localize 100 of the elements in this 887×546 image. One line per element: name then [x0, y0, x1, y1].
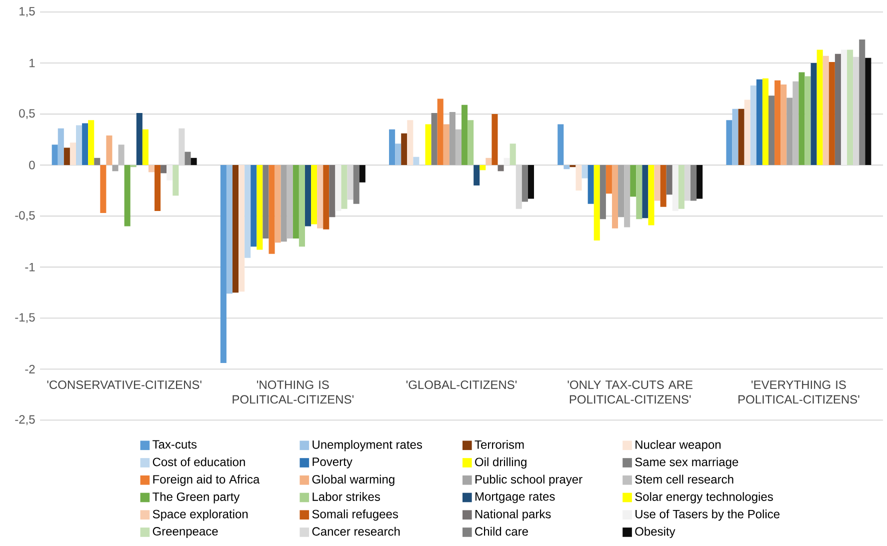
- bar: [395, 144, 402, 165]
- bar: [859, 39, 866, 165]
- bar: [292, 164, 299, 238]
- bar: [178, 128, 185, 165]
- y-tick-label: -0,5: [15, 211, 35, 221]
- bar: [756, 79, 762, 165]
- bar: [834, 54, 841, 165]
- y-tick-label: 0,5: [19, 108, 35, 119]
- bar: [576, 164, 582, 190]
- bar: [510, 144, 516, 165]
- bar: [136, 112, 142, 165]
- bar: [298, 164, 305, 247]
- bar: [148, 164, 155, 172]
- legend-label: Public school prayer: [475, 474, 582, 486]
- bar: [58, 128, 64, 165]
- bar: [76, 125, 82, 165]
- y-tick-label: -1: [25, 262, 35, 272]
- legend-label: Greenpeace: [152, 526, 218, 538]
- bar: [744, 100, 750, 165]
- bar: [468, 120, 474, 165]
- bar: [52, 144, 58, 165]
- bar: [774, 80, 781, 165]
- bar: [311, 164, 318, 224]
- bar: [630, 164, 636, 197]
- bar: [335, 164, 342, 211]
- bar: [666, 164, 672, 195]
- legend-label: Child care: [475, 526, 528, 536]
- bar: [660, 164, 666, 207]
- legend-label: Obesity: [635, 526, 676, 538]
- legend-label: Poverty: [312, 458, 352, 468]
- bar: [455, 129, 462, 165]
- bar: [786, 98, 793, 165]
- bar: [220, 164, 226, 363]
- bar: [437, 98, 444, 165]
- legend-label: National parks: [475, 509, 551, 521]
- legend-label: Space exploration: [152, 509, 248, 521]
- y-tick-label: 1,5: [20, 7, 35, 17]
- bar: [522, 164, 528, 202]
- legend-label: Labor strikes: [312, 492, 380, 501]
- bar: [142, 129, 148, 165]
- y-tick-label: -2,5: [15, 415, 35, 425]
- legend-label: Terrorism: [474, 440, 524, 449]
- bar: [112, 164, 118, 172]
- bar: [804, 76, 811, 165]
- legend-label: Cancer research: [312, 526, 400, 536]
- bar: [840, 50, 848, 165]
- bar: [106, 135, 112, 165]
- legend-label: Mortgage rates: [475, 492, 555, 504]
- bar: [256, 164, 263, 250]
- bar: [828, 62, 835, 165]
- bar: [516, 164, 522, 209]
- bar: [323, 164, 330, 230]
- bar: [612, 164, 618, 228]
- bar: [462, 104, 468, 165]
- bar: [124, 164, 130, 226]
- bar: [274, 164, 281, 243]
- bar: [431, 112, 438, 165]
- legend-label: Tax-cuts: [152, 440, 197, 449]
- bar: [190, 158, 197, 165]
- bar: [853, 56, 860, 165]
- bar: [341, 164, 348, 209]
- x-tick-label: 'EVERYTHING IS POLITICAL-CITIZENS': [738, 380, 860, 404]
- bar: [474, 164, 480, 186]
- bar: [822, 56, 829, 165]
- bar: [486, 158, 492, 165]
- bar: [407, 120, 414, 165]
- bar: [154, 164, 161, 211]
- bar: [268, 164, 275, 254]
- bar: [238, 164, 245, 292]
- bar: [94, 158, 100, 165]
- bar: [648, 164, 654, 226]
- bar: [184, 152, 191, 165]
- legend-label: Cost of education: [152, 457, 245, 466]
- bar: [672, 164, 678, 211]
- bar: [64, 148, 70, 165]
- bar: [816, 50, 823, 165]
- bar: [750, 85, 756, 165]
- y-tick-label: -1,5: [15, 313, 35, 323]
- bar: [118, 144, 124, 165]
- legend-label: Somali refugees: [312, 509, 398, 521]
- legend-label: Solar energy technologies: [635, 492, 773, 504]
- bar: [654, 164, 660, 201]
- bar: [678, 164, 684, 209]
- legend-label: Use of Tasers by the Police: [636, 509, 780, 521]
- bar: [684, 164, 691, 201]
- bar: [226, 164, 233, 294]
- bar: [528, 164, 534, 199]
- bar: [594, 164, 600, 240]
- x-tick-label: 'CONSERVATIVE-CITIZENS': [47, 380, 202, 389]
- bar: [768, 96, 775, 165]
- bar: [588, 164, 594, 204]
- y-tick-label: 1: [30, 58, 35, 68]
- legend-label: Unemployment rates: [312, 440, 422, 452]
- bar: [618, 164, 624, 217]
- bar: [449, 112, 456, 165]
- bar: [82, 123, 88, 165]
- bar: [389, 129, 396, 165]
- bar: [732, 108, 738, 165]
- bar: [280, 164, 287, 242]
- bar: [738, 108, 744, 165]
